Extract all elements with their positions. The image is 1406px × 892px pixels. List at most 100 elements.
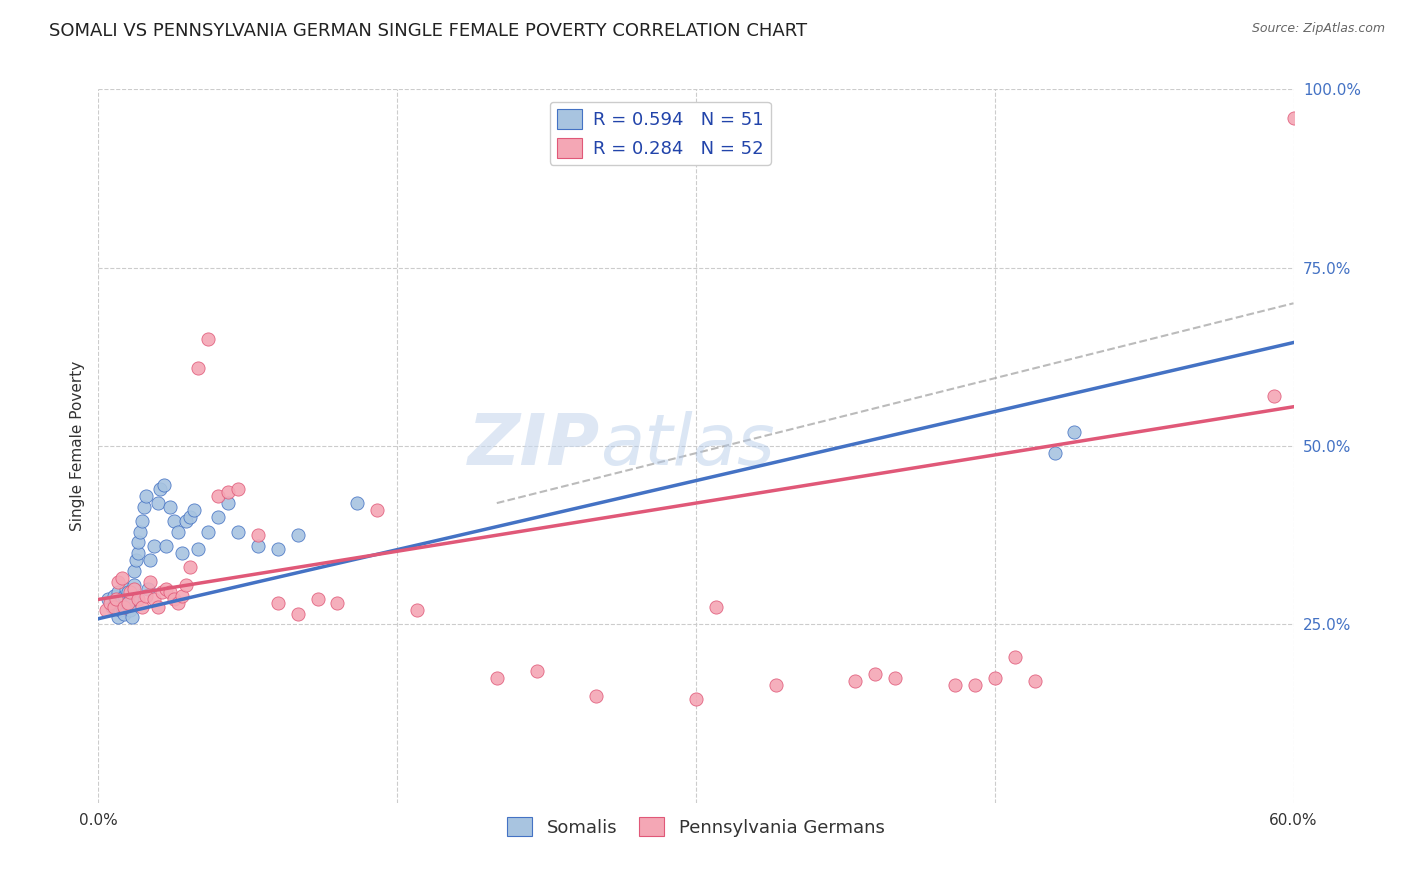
Point — [139, 574, 162, 589]
Point — [287, 528, 309, 542]
Point — [127, 546, 149, 560]
Point — [187, 542, 209, 557]
Point — [174, 578, 197, 592]
Point — [134, 500, 156, 514]
Point — [112, 607, 135, 621]
Text: ZIP: ZIP — [468, 411, 600, 481]
Point — [117, 596, 139, 610]
Point — [1063, 425, 1085, 439]
Point — [187, 360, 209, 375]
Point — [406, 603, 429, 617]
Point — [111, 592, 134, 607]
Point — [217, 496, 239, 510]
Point — [121, 610, 143, 624]
Point — [1004, 649, 1026, 664]
Point — [107, 610, 129, 624]
Point — [172, 589, 194, 603]
Point — [526, 664, 548, 678]
Point — [207, 510, 229, 524]
Point — [150, 585, 173, 599]
Point — [129, 524, 152, 539]
Point — [585, 689, 607, 703]
Point — [135, 589, 157, 603]
Point — [307, 592, 329, 607]
Point — [131, 514, 153, 528]
Point — [135, 489, 157, 503]
Point — [1024, 674, 1046, 689]
Point — [246, 528, 269, 542]
Point — [124, 582, 146, 596]
Point — [326, 596, 349, 610]
Point — [121, 592, 143, 607]
Point — [107, 585, 129, 599]
Point — [105, 592, 128, 607]
Point — [943, 678, 966, 692]
Point — [174, 514, 197, 528]
Legend: Somalis, Pennsylvania Germans: Somalis, Pennsylvania Germans — [501, 809, 891, 844]
Point — [167, 596, 190, 610]
Point — [115, 582, 138, 596]
Point — [963, 678, 986, 692]
Point — [1263, 389, 1285, 403]
Point — [207, 489, 229, 503]
Point — [167, 524, 190, 539]
Point — [148, 496, 170, 510]
Point — [246, 539, 269, 553]
Point — [1282, 111, 1305, 125]
Point — [120, 603, 142, 617]
Point — [110, 603, 132, 617]
Point — [704, 599, 727, 614]
Point — [267, 542, 290, 557]
Point — [105, 596, 128, 610]
Point — [197, 332, 219, 346]
Point — [149, 482, 172, 496]
Point — [127, 535, 149, 549]
Text: Source: ZipAtlas.com: Source: ZipAtlas.com — [1251, 22, 1385, 36]
Point — [153, 478, 176, 492]
Point — [127, 592, 149, 607]
Point — [111, 571, 134, 585]
Point — [844, 674, 866, 689]
Point — [136, 582, 159, 596]
Point — [148, 599, 170, 614]
Point — [112, 589, 135, 603]
Point — [125, 553, 148, 567]
Point — [765, 678, 787, 692]
Point — [143, 592, 166, 607]
Point — [884, 671, 907, 685]
Point — [197, 524, 219, 539]
Point — [103, 599, 125, 614]
Point — [98, 596, 122, 610]
Point — [485, 671, 508, 685]
Point — [112, 599, 135, 614]
Point — [366, 503, 388, 517]
Point — [226, 524, 249, 539]
Point — [131, 599, 153, 614]
Point — [1043, 446, 1066, 460]
Text: atlas: atlas — [600, 411, 775, 481]
Point — [101, 599, 124, 614]
Point — [96, 603, 118, 617]
Point — [179, 560, 201, 574]
Point — [103, 589, 125, 603]
Point — [685, 692, 707, 706]
Y-axis label: Single Female Poverty: Single Female Poverty — [69, 361, 84, 531]
Point — [120, 585, 142, 599]
Text: SOMALI VS PENNSYLVANIA GERMAN SINGLE FEMALE POVERTY CORRELATION CHART: SOMALI VS PENNSYLVANIA GERMAN SINGLE FEM… — [49, 22, 807, 40]
Point — [226, 482, 249, 496]
Point — [267, 596, 290, 610]
Point — [163, 514, 186, 528]
Point — [155, 582, 177, 596]
Point — [984, 671, 1007, 685]
Point — [111, 599, 134, 614]
Point — [107, 574, 129, 589]
Point — [287, 607, 309, 621]
Point — [172, 546, 194, 560]
Point — [124, 564, 146, 578]
Point — [117, 596, 139, 610]
Point — [183, 503, 205, 517]
Point — [159, 585, 181, 599]
Point — [217, 485, 239, 500]
Point — [155, 539, 177, 553]
Point — [346, 496, 368, 510]
